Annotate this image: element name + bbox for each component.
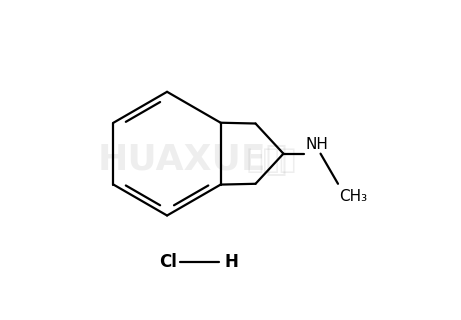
- Text: HUAXUE加: HUAXUE加: [97, 143, 288, 177]
- Text: Cl: Cl: [159, 252, 177, 270]
- Text: H: H: [224, 252, 238, 270]
- Text: CH₃: CH₃: [340, 188, 368, 204]
- Text: NH: NH: [306, 137, 329, 152]
- Text: 化学加: 化学加: [247, 146, 297, 174]
